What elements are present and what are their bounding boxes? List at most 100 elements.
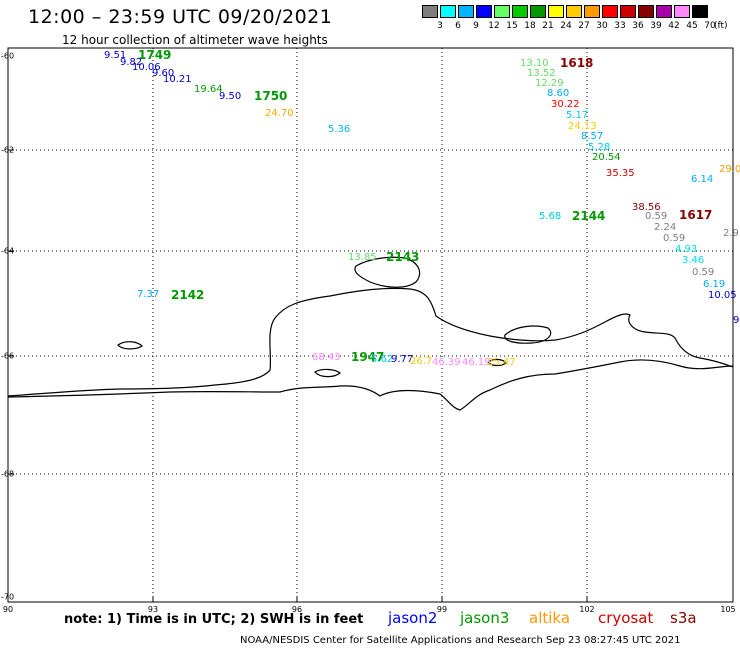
colorbar-label: 27 (578, 21, 590, 31)
map-frame (7, 47, 734, 603)
swh-observation: 10.21 (163, 74, 192, 85)
swh-observation: 6.14 (691, 174, 714, 185)
island-small-b (487, 358, 507, 367)
colorbar-label: 36 (632, 21, 644, 31)
colorbar-swatch (512, 5, 528, 18)
colorbar-swatch (530, 5, 546, 18)
colorbar-swatch (494, 5, 510, 18)
swh-observation: 0.59 (663, 233, 686, 244)
swh-observation: 68.43 (312, 352, 341, 363)
swh-observation: 0.59 (692, 267, 715, 278)
lon-tick-label: 105 (720, 605, 736, 614)
colorbar-swatch (548, 5, 564, 18)
swh-observation: 2.9 (723, 228, 739, 239)
swh-observation: 46.39 (432, 357, 461, 368)
swh-observation: 24.13 (568, 121, 597, 132)
swh-observation: 20.54 (592, 152, 621, 163)
swh-observation: 10.06 (132, 62, 161, 73)
satellite-legend-item: cryosat (598, 609, 654, 627)
colorbar-unit-label: (ft) (714, 21, 728, 31)
colorbar-swatch (584, 5, 600, 18)
colorbar-label: 42 (668, 21, 680, 31)
pass-label: 2144 (572, 209, 606, 223)
swh-observation: 9 (733, 315, 740, 326)
colorbar-label: 3 (437, 21, 443, 31)
swh-observation: 9.51 (104, 50, 127, 61)
swh-observation: 9.82 (120, 57, 143, 68)
swh-observation: 8.57 (581, 131, 604, 142)
swh-observation: 24.70 (265, 108, 294, 119)
island-small-a (314, 368, 341, 378)
lon-tick-label: 99 (436, 605, 448, 614)
swh-observation: 29.0 (719, 164, 740, 175)
colorbar-swatch (566, 5, 582, 18)
colorbar-label: 24 (560, 21, 572, 31)
colorbar-swatch (620, 5, 636, 18)
colorbar-label: 9 (473, 21, 479, 31)
swh-observation: 5.68 (539, 211, 562, 222)
swh-observation: 13.85 (348, 252, 377, 263)
island-west (117, 341, 143, 350)
colorbar-label: 15 (506, 21, 518, 31)
pass-label: 2143 (386, 250, 420, 264)
colorbar-swatch (422, 5, 438, 18)
credit-line: NOAA/NESDIS Center for Satellite Applica… (240, 635, 681, 646)
pass-label: 1617 (679, 208, 713, 222)
swh-observation: 46.19 (462, 357, 491, 368)
lon-tick-label: 102 (579, 605, 595, 614)
satellite-legend-item: jason3 (460, 609, 510, 627)
swh-observation: 10.05 (708, 290, 737, 301)
swh-observation: 13.10 (520, 58, 549, 69)
page-subtitle: 12 hour collection of altimeter wave hei… (62, 33, 328, 47)
colorbar-swatch (692, 5, 708, 18)
colorbar-swatch (656, 5, 672, 18)
colorbar-swatch (638, 5, 654, 18)
coastline (7, 256, 734, 411)
page-title: 12:00 – 23:59 UTC 09/20/2021 (28, 6, 333, 28)
pass-label: 1947 (351, 350, 385, 364)
lon-tick-label: 93 (147, 605, 159, 614)
lat-tick-label: -62 (1, 145, 15, 155)
swh-observation: 26.7 (410, 356, 433, 367)
colorbar-label: 12 (488, 21, 500, 31)
swh-observation: 5.62 (371, 354, 394, 365)
map-grid (8, 48, 733, 602)
island-near-2143 (354, 256, 421, 288)
lon-tick-label: 96 (291, 605, 303, 614)
lon-tick-label: 90 (2, 605, 14, 614)
colorbar-swatch (476, 5, 492, 18)
swh-observation: 19.64 (194, 84, 223, 95)
swh-observation: 5.36 (328, 124, 351, 135)
colorbar-label: 18 (524, 21, 536, 31)
swh-observation: 12.29 (535, 78, 564, 89)
swh-observation: 35.35 (606, 168, 635, 179)
swh-observation: 0.59 (645, 211, 668, 222)
swh-observation: 38.56 (632, 202, 661, 213)
swh-observation: 25.47 (487, 357, 516, 368)
colorbar-label: 30 (596, 21, 608, 31)
swh-observation: 9.60 (152, 68, 175, 79)
colorbar-swatch (440, 5, 456, 18)
colorbar-label: 6 (455, 21, 461, 31)
swh-observation: 8.60 (547, 88, 570, 99)
swh-observation: 6.19 (703, 279, 726, 290)
swh-observation: 13.52 (527, 68, 556, 79)
colorbar-swatch (602, 5, 618, 18)
lat-tick-label: -64 (1, 246, 15, 256)
colorbar-label: 39 (650, 21, 662, 31)
lat-tick-label: -70 (1, 592, 15, 602)
satellite-legend-item: s3a (670, 609, 697, 627)
colorbar-label: 45 (686, 21, 698, 31)
swh-observation: 5.17 (566, 110, 589, 121)
colorbar-label: 33 (614, 21, 626, 31)
colorbar-swatch (674, 5, 690, 18)
lat-tick-label: -68 (1, 469, 15, 479)
swh-observation: 9.50 (219, 91, 242, 102)
swh-observation: 4.93 (675, 244, 698, 255)
lat-tick-label: -66 (1, 351, 15, 361)
swh-observation: 7.37 (137, 289, 160, 300)
swh-observation: 9.77 (391, 354, 414, 365)
units-note: note: 1) Time is in UTC; 2) SWH is in fe… (64, 612, 364, 627)
pass-label: 2142 (171, 288, 205, 302)
